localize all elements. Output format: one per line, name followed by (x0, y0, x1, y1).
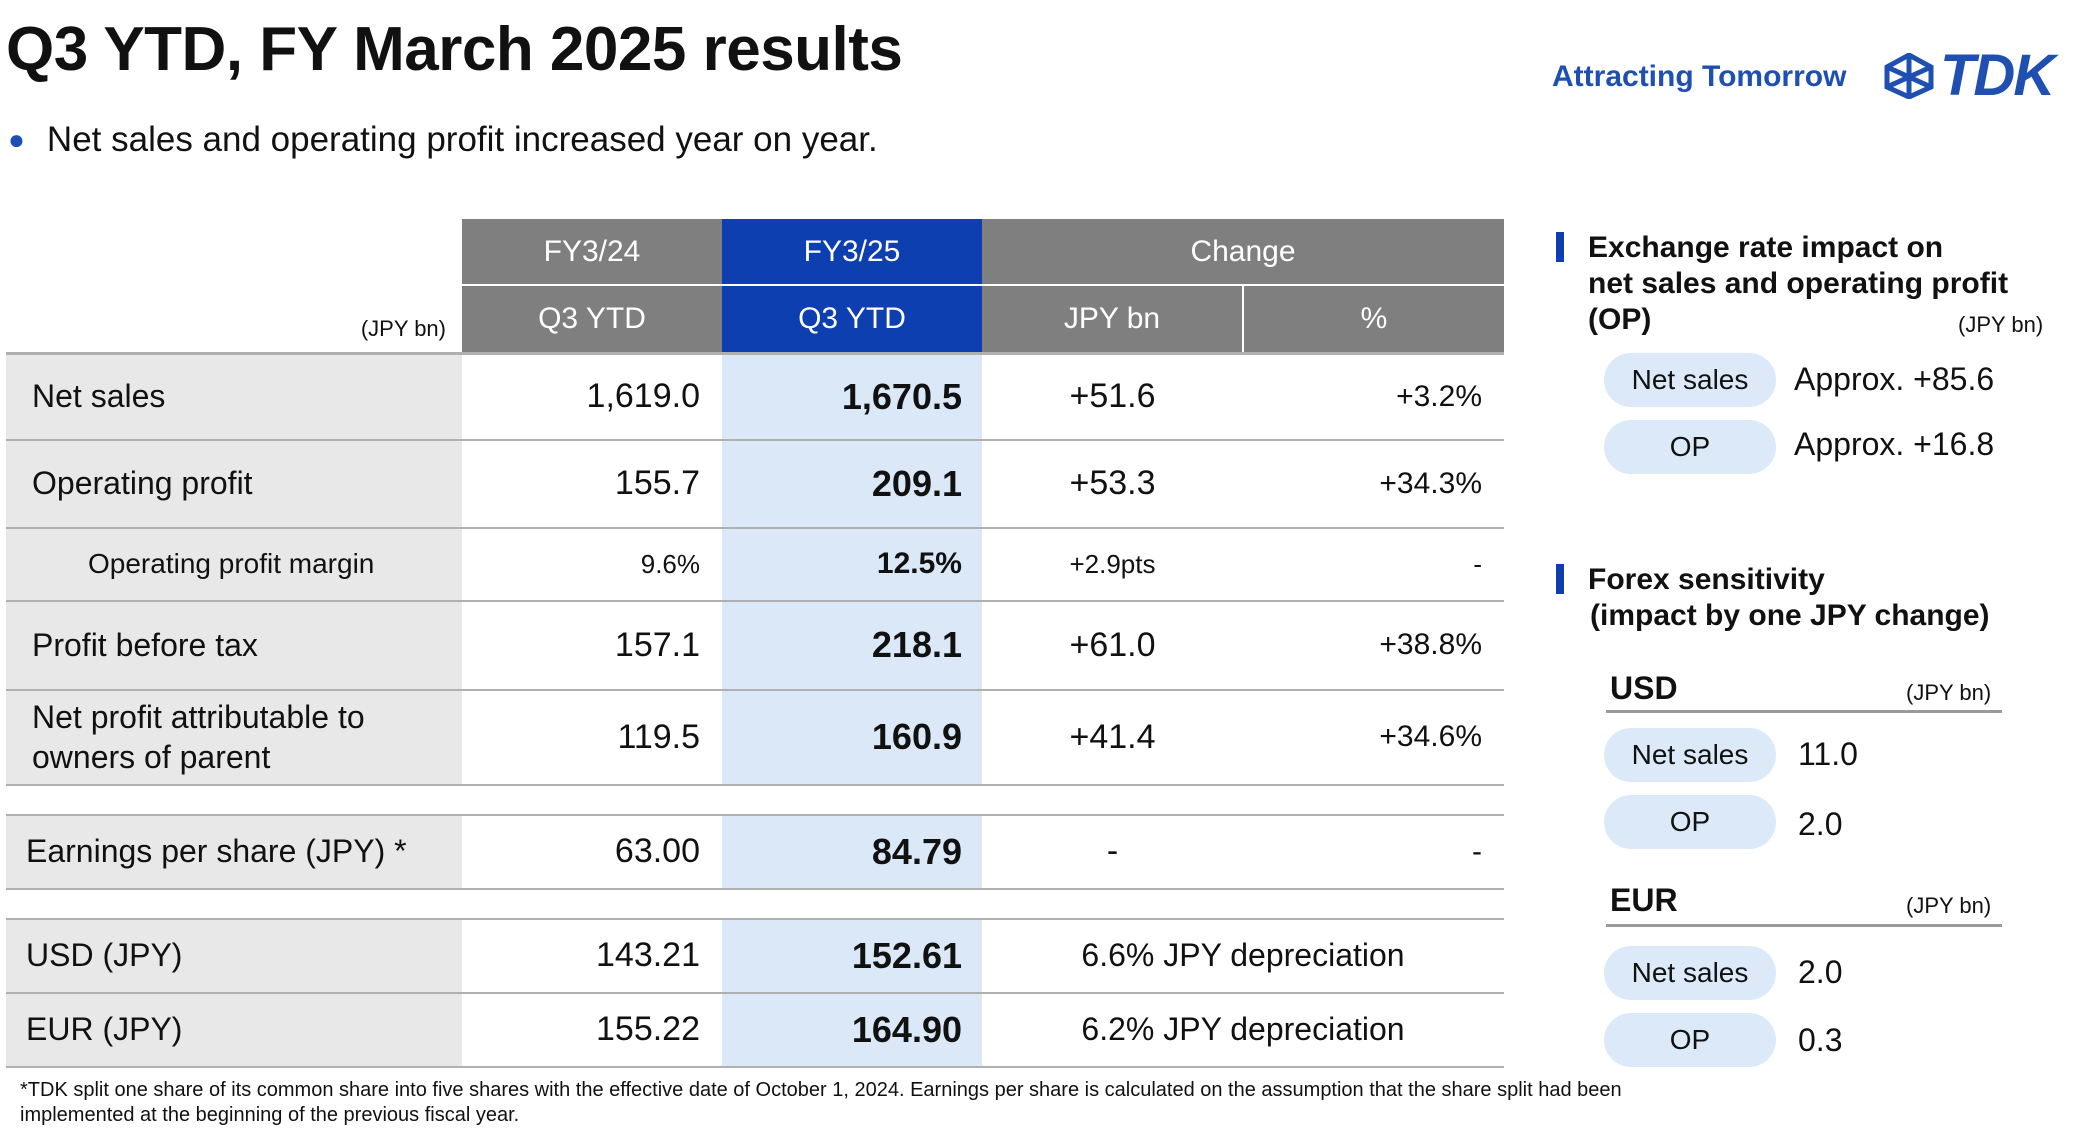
value-prev: 63.00 (462, 814, 722, 890)
value-change: 6.2% JPY depreciation (982, 992, 1504, 1068)
usd-net-sales-pill: Net sales (1604, 728, 1776, 782)
row-label: Net profit attributable to owners of par… (6, 689, 462, 786)
page-title: Q3 YTD, FY March 2025 results (6, 15, 903, 84)
value-cur: 164.90 (722, 992, 982, 1068)
header-fy-cur: FY3/25 (722, 219, 982, 286)
table-row: Operating profit margin 9.6% 12.5% +2.9p… (6, 527, 1504, 602)
subheader-prev: Q3 YTD (462, 285, 722, 354)
eur-unit: (JPY bn) (1906, 893, 1992, 918)
value-cur: 160.9 (722, 689, 982, 786)
value-prev: 155.22 (462, 992, 722, 1068)
value-change: +53.3 (982, 439, 1243, 529)
value-change: +61.0 (982, 600, 1243, 691)
value-prev: 119.5 (462, 689, 722, 786)
value-cur: 218.1 (722, 600, 982, 691)
value-change: - (982, 814, 1243, 890)
exchange-heading-line2: net sales and operating profit (1588, 267, 2009, 300)
value-pct: +34.6% (1243, 689, 1504, 786)
value-prev: 157.1 (462, 600, 722, 691)
row-label: Operating profit (6, 439, 462, 529)
eur-net-sales-value: 2.0 (1798, 954, 1843, 990)
subheader-pct: % (1242, 285, 1504, 354)
section-bar-icon (1556, 232, 1564, 262)
exchange-heading-line3: (OP) (1588, 303, 1652, 336)
sensitivity-heading-line2: (impact by one JPY change) (1590, 599, 1990, 632)
exchange-net-sales-pill: Net sales (1604, 353, 1776, 407)
eur-net-sales-pill: Net sales (1604, 946, 1776, 1000)
logo-text: TDK (1940, 43, 2055, 108)
usd-title: USD (1610, 670, 1678, 706)
results-table: (JPY bn) FY3/24 FY3/25 Change Q3 YTD Q3 … (6, 219, 1504, 1068)
row-label-line2: owners of parent (32, 739, 271, 775)
exchange-heading: Exchange rate impact on net sales and op… (1588, 230, 2008, 338)
usd-unit: (JPY bn) (1906, 680, 1992, 705)
exchange-heading-line1: Exchange rate impact on (1588, 231, 1944, 264)
row-label-line1: Net profit attributable to (32, 699, 365, 735)
value-prev: 143.21 (462, 918, 722, 994)
value-change: +51.6 (982, 352, 1243, 441)
value-cur: 152.61 (722, 918, 982, 994)
value-prev: 1,619.0 (462, 352, 722, 441)
table-unit: (JPY bn) (360, 316, 446, 341)
value-cur: 12.5% (722, 527, 982, 602)
subheader-jpy: JPY bn (982, 285, 1243, 354)
table-row: Net sales 1,619.0 1,670.5 +51.6 +3.2% (6, 352, 1504, 441)
tagline: Attracting Tomorrow (1552, 60, 1847, 93)
subheader-cur: Q3 YTD (722, 285, 982, 354)
footnote: *TDK split one share of its common share… (20, 1078, 1740, 1128)
row-label: EUR (JPY) (6, 992, 462, 1068)
value-pct: +38.8% (1243, 600, 1504, 691)
row-label: Operating profit margin (6, 527, 462, 602)
row-label: Earnings per share (JPY) * (6, 814, 462, 890)
value-prev: 9.6% (462, 527, 722, 602)
row-label: Net sales (6, 352, 462, 441)
exchange-unit: (JPY bn) (1958, 312, 2044, 337)
value-cur: 1,670.5 (722, 352, 982, 441)
value-pct: +3.2% (1243, 352, 1504, 441)
header-change: Change (982, 219, 1504, 286)
value-change: +41.4 (982, 689, 1243, 786)
value-pct: - (1243, 814, 1504, 890)
summary-text: Net sales and operating profit increased… (46, 120, 878, 159)
header-fy-prev: FY3/24 (462, 219, 722, 286)
sensitivity-heading: Forex sensitivity (impact by one JPY cha… (1588, 562, 1990, 634)
eur-op-pill: OP (1604, 1013, 1776, 1067)
value-cur: 84.79 (722, 814, 982, 890)
usd-op-value: 2.0 (1798, 806, 1843, 842)
table-row: USD (JPY) 143.21 152.61 6.6% JPY depreci… (6, 918, 1504, 994)
exchange-op-pill: OP (1604, 420, 1776, 474)
table-spacer (6, 784, 1504, 816)
eur-divider (1606, 924, 2002, 927)
section-bar-icon (1556, 564, 1564, 594)
row-label: Profit before tax (6, 600, 462, 691)
value-pct: +34.3% (1243, 439, 1504, 529)
table-row: Earnings per share (JPY) * 63.00 84.79 -… (6, 814, 1504, 890)
exchange-op-value: Approx. +16.8 (1794, 426, 1995, 462)
eur-title: EUR (1610, 882, 1678, 918)
sensitivity-heading-line1: Forex sensitivity (1588, 563, 1825, 596)
value-pct: - (1243, 527, 1504, 602)
table-row: EUR (JPY) 155.22 164.90 6.2% JPY depreci… (6, 992, 1504, 1068)
usd-divider (1606, 710, 2002, 713)
value-cur: 209.1 (722, 439, 982, 529)
exchange-net-sales-value: Approx. +85.6 (1794, 361, 1995, 397)
footnote-line2: implemented at the beginning of the prev… (20, 1104, 520, 1126)
tdk-logo: TDK (1884, 42, 2055, 109)
table-row: Profit before tax 157.1 218.1 +61.0 +38.… (6, 600, 1504, 691)
value-change: +2.9pts (982, 527, 1243, 602)
summary-bullet: ● Net sales and operating profit increas… (8, 120, 878, 160)
table-row: Net profit attributable to owners of par… (6, 689, 1504, 786)
footnote-line1: *TDK split one share of its common share… (20, 1079, 1622, 1101)
tdk-emblem-icon (1884, 52, 1934, 99)
usd-net-sales-value: 11.0 (1798, 736, 1858, 772)
value-prev: 155.7 (462, 439, 722, 529)
eur-op-value: 0.3 (1798, 1022, 1843, 1058)
bullet-icon: ● (8, 124, 25, 155)
table-spacer (6, 888, 1504, 920)
value-change: 6.6% JPY depreciation (982, 918, 1504, 994)
row-label: USD (JPY) (6, 918, 462, 994)
usd-op-pill: OP (1604, 795, 1776, 849)
table-row: Operating profit 155.7 209.1 +53.3 +34.3… (6, 439, 1504, 529)
